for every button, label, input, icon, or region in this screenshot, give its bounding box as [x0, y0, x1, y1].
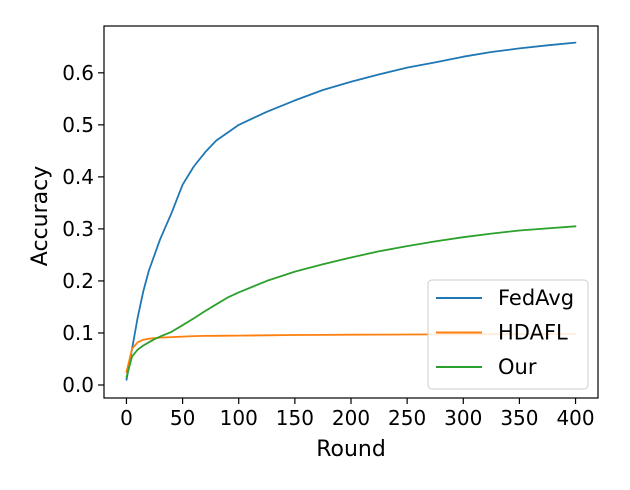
- y-tick-label: 0.4: [62, 165, 94, 189]
- x-tick-label: 250: [388, 406, 426, 430]
- legend-box: [427, 279, 589, 390]
- legend-label-hdafl: HDAFL: [498, 321, 568, 345]
- y-tick-label: 0.3: [62, 217, 94, 241]
- x-tick-label: 150: [276, 406, 314, 430]
- x-tick-label: 350: [500, 406, 538, 430]
- x-axis-label: Round: [316, 437, 386, 462]
- x-tick-label: 400: [556, 406, 594, 430]
- y-axis-ticks: 0.0 0.1 0.2 0.3 0.4 0.5 0.6: [62, 61, 104, 397]
- legend: FedAvg HDAFL Our: [427, 279, 589, 390]
- y-tick-label: 0.2: [62, 269, 94, 293]
- series-line-fedavg: [125, 41, 577, 381]
- x-axis-ticks: 0 50 100 150 200 250 300 350 400: [120, 398, 595, 430]
- legend-label-our: Our: [498, 355, 537, 379]
- x-tick-label: 50: [170, 406, 195, 430]
- y-tick-label: 0.5: [62, 113, 94, 137]
- x-tick-label: 0: [120, 406, 133, 430]
- x-tick-label: 100: [220, 406, 258, 430]
- y-tick-label: 0.1: [62, 321, 94, 345]
- legend-label-fedavg: FedAvg: [498, 286, 574, 310]
- series-line-our: [125, 225, 577, 379]
- y-tick-label: 0.0: [62, 373, 94, 397]
- x-tick-label: 300: [444, 406, 482, 430]
- y-tick-label: 0.6: [62, 61, 94, 85]
- y-axis-label: Accuracy: [28, 166, 53, 266]
- x-tick-label: 200: [332, 406, 370, 430]
